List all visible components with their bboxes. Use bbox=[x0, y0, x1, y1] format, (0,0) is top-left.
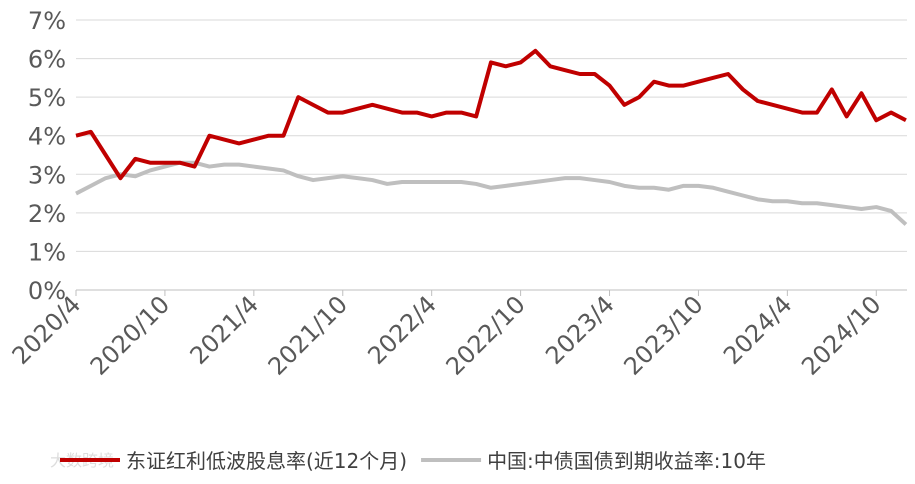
x-tick-label: 2020/10 bbox=[85, 290, 175, 380]
x-tick-label: 2023/4 bbox=[540, 290, 620, 370]
x-tick-label: 2024/4 bbox=[718, 290, 798, 370]
legend-label: 东证红利低波股息率(近12个月) bbox=[126, 449, 407, 473]
y-tick-label: 6% bbox=[28, 46, 66, 74]
x-tick-label: 2021/10 bbox=[263, 290, 353, 380]
y-tick-label: 1% bbox=[28, 238, 66, 266]
y-tick-label: 2% bbox=[28, 200, 66, 228]
y-tick-label: 0% bbox=[28, 277, 66, 305]
y-tick-label: 7% bbox=[28, 7, 66, 35]
x-tick-label: 2024/10 bbox=[796, 290, 886, 380]
x-tick-label: 2022/10 bbox=[441, 290, 531, 380]
legend-label: 中国:中债国债到期收益率:10年 bbox=[487, 449, 766, 473]
x-tick-label: 2021/4 bbox=[185, 290, 265, 370]
x-tick-label: 2022/4 bbox=[362, 290, 442, 370]
y-tick-label: 3% bbox=[28, 161, 66, 189]
series-line bbox=[75, 160, 908, 226]
y-tick-label: 5% bbox=[28, 84, 66, 112]
series-line bbox=[75, 48, 907, 181]
x-tick-label: 2023/10 bbox=[618, 290, 708, 380]
y-tick-label: 4% bbox=[28, 123, 66, 151]
